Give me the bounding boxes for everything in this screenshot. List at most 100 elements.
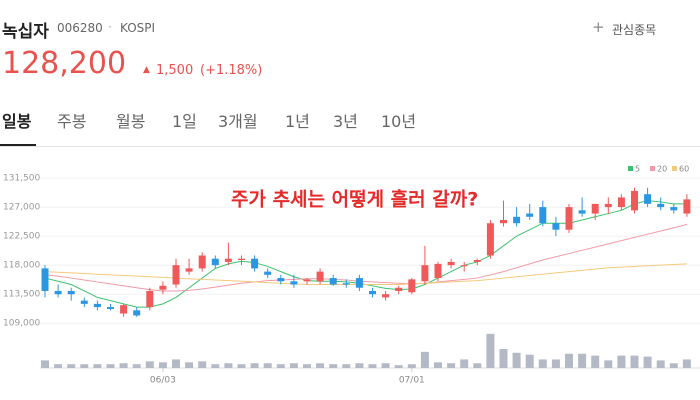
moving-average-line (44, 224, 688, 292)
candle-body (500, 220, 507, 224)
stock-code: 006280 (57, 21, 103, 35)
candle-body (565, 207, 573, 230)
candle-body (434, 263, 442, 279)
candle-body (41, 268, 49, 291)
candle-body (80, 300, 88, 304)
volume-bar (342, 364, 351, 368)
volume-bar (538, 359, 547, 368)
up-arrow: ▲ (143, 65, 150, 75)
volume-bar (276, 364, 285, 368)
candle-body (251, 258, 259, 269)
period-tab[interactable]: 1년 (285, 112, 310, 131)
candle-body (342, 283, 350, 285)
candle-body (657, 203, 665, 208)
period-tab[interactable]: 주봉 (57, 112, 87, 131)
volume-bar (682, 359, 691, 368)
candle-body (578, 210, 586, 214)
y-tick-label: 122,500 (3, 232, 40, 242)
candle-body (539, 207, 547, 224)
volume-bar (394, 365, 403, 368)
volume-bar (172, 359, 180, 368)
period-tab[interactable]: 월봉 (116, 112, 146, 131)
period-tab[interactable]: 3년 (333, 112, 358, 131)
favorite-button[interactable]: 관심종목 (612, 23, 657, 37)
volume-bar (499, 349, 508, 368)
volume-bar (447, 363, 456, 368)
volume-bar (41, 360, 49, 368)
legend-label: 5 (635, 165, 640, 174)
moving-average-line (44, 263, 687, 286)
volume-bar (198, 361, 207, 368)
candle-body (224, 258, 232, 262)
candle-body (421, 265, 429, 282)
volume-bar (106, 364, 115, 368)
candle-body (395, 287, 403, 291)
legend-swatch (672, 166, 677, 171)
volume-bar (525, 354, 534, 368)
candle-body (447, 261, 455, 266)
price-change-pct: (+1.18%) (200, 63, 263, 78)
volume-bar (329, 364, 338, 368)
volume-bar (355, 363, 364, 368)
candle-body (146, 290, 154, 308)
volume-bar (407, 364, 416, 368)
volume-bar (185, 362, 194, 368)
candle-body (107, 307, 114, 310)
candle-body (355, 278, 363, 288)
candle-body (670, 207, 678, 211)
candle-body (303, 279, 311, 282)
plus-icon[interactable]: + (592, 18, 605, 36)
candle-body (473, 260, 481, 262)
volume-bar (237, 364, 246, 368)
volume-bar (656, 360, 665, 368)
price: 128,200 (2, 46, 127, 81)
candle-body (408, 279, 416, 293)
candle-body (526, 213, 534, 217)
period-tab[interactable]: 3개월 (218, 112, 258, 131)
volume-bar (368, 364, 377, 368)
candle-body (290, 281, 298, 285)
candle-body (211, 258, 219, 266)
volume-bar (630, 355, 639, 368)
y-tick-label: 127,000 (3, 203, 40, 213)
candle-body (369, 290, 376, 295)
candle-body (329, 278, 337, 285)
volume-bar (381, 363, 390, 368)
y-tick-label: 118,000 (3, 261, 40, 271)
y-tick-label: 109,000 (3, 319, 40, 329)
separator: · (108, 20, 112, 34)
candle-body (264, 271, 272, 275)
volume-bar (512, 352, 521, 368)
candle-body (93, 303, 101, 308)
moving-average-line (44, 200, 687, 308)
candle-body (683, 199, 691, 214)
candle-body (513, 216, 521, 224)
volume-bar (643, 356, 652, 368)
volume-bar (316, 363, 325, 368)
volume-bar (211, 364, 220, 368)
volume-bar (578, 353, 587, 368)
volume-bar (591, 355, 600, 368)
price-change: 1,500 (156, 63, 194, 78)
period-tab[interactable]: 1일 (172, 112, 197, 131)
volume-bar (434, 362, 442, 368)
volume-bar (119, 363, 128, 368)
active-tab-underline (0, 144, 36, 147)
candle-body (486, 223, 494, 256)
candle-body (159, 285, 167, 290)
candle-body (382, 294, 390, 298)
legend-label: 20 (657, 165, 667, 174)
candle-body (277, 278, 285, 282)
candle-body (67, 290, 75, 295)
volume-bar (145, 361, 154, 368)
volume-bar (565, 353, 573, 368)
candle-body (591, 203, 599, 214)
volume-bar (617, 355, 626, 368)
volume-bar (224, 363, 233, 368)
period-tab[interactable]: 일봉 (2, 112, 32, 131)
period-tab[interactable]: 10년 (381, 112, 417, 131)
volume-bar (67, 364, 76, 368)
x-tick-label: 07/01 (399, 376, 425, 386)
